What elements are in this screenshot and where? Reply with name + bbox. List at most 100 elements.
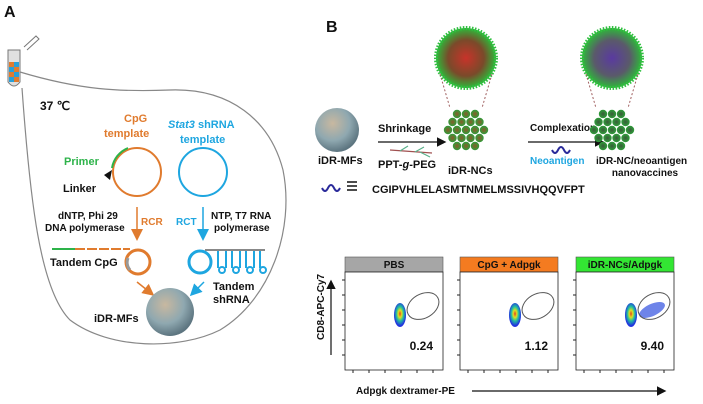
nanoparticle bbox=[589, 125, 599, 135]
idr-nc-zoom-sphere bbox=[436, 28, 496, 88]
rct-reagents-1: NTP, T7 RNA bbox=[211, 211, 271, 222]
nanoparticle bbox=[607, 109, 617, 119]
nanoparticle bbox=[475, 117, 484, 127]
rcr-reagents-2: DNA polymerase bbox=[45, 223, 125, 234]
cd8-population bbox=[509, 303, 521, 327]
cpg-template-label-2: template bbox=[104, 128, 149, 140]
nanoparticle bbox=[470, 109, 480, 119]
flow-plot-area bbox=[575, 271, 675, 371]
neoantigen-sequence: CGIPVHLELASMTNMELMSSIVHQQVFPT bbox=[372, 184, 585, 196]
stat3-template-label-1: Stat3 shRNA bbox=[168, 119, 235, 131]
panel-b-label: B bbox=[326, 19, 338, 36]
flow-panel-title: iDR-NCs/Adpgk bbox=[588, 260, 663, 271]
dextramer-positive-population bbox=[639, 301, 665, 319]
nanoparticle bbox=[479, 125, 489, 135]
ppt-g-peg-label: PPT-g-PEG bbox=[378, 159, 436, 171]
rct-reagents-2: polymerase bbox=[214, 223, 270, 234]
x-axis-label: Adpgk dextramer-PE bbox=[356, 386, 455, 397]
nanoparticle bbox=[448, 133, 457, 143]
nanoparticle bbox=[594, 133, 603, 143]
nanoparticle bbox=[598, 125, 608, 135]
nanoparticle bbox=[616, 125, 626, 135]
nanoparticle bbox=[603, 133, 612, 143]
neoantigen-legend-icon bbox=[321, 184, 341, 192]
rcr-reagents-1: dNTP, Phi 29 bbox=[58, 211, 118, 222]
zoom-lines-2 bbox=[585, 73, 639, 109]
shrinkage-label: Shrinkage bbox=[378, 123, 431, 135]
gate bbox=[637, 292, 671, 320]
gate bbox=[406, 292, 440, 320]
tube-icon bbox=[7, 35, 40, 87]
nanoparticle bbox=[466, 133, 475, 143]
nanoparticle bbox=[607, 141, 617, 151]
nanoparticle bbox=[612, 133, 621, 143]
nanoparticle bbox=[470, 125, 480, 135]
nanoparticle bbox=[457, 117, 466, 127]
cpg-template-label-1: CpG bbox=[124, 113, 147, 125]
peg-corona-2 bbox=[580, 26, 644, 90]
neoantigen-label: Neoantigen bbox=[530, 156, 584, 167]
flow-panel: iDR-NCs/Adpgk 9.40 bbox=[573, 256, 675, 373]
tandem-shrna-label-2: shRNA bbox=[213, 294, 250, 306]
nanoparticle bbox=[452, 109, 462, 119]
stat3-template-label-2: template bbox=[180, 134, 225, 146]
nanoparticle bbox=[594, 117, 603, 127]
idr-mf-sphere bbox=[146, 288, 194, 336]
tandem-shrna-strand bbox=[187, 249, 267, 275]
cpg-to-mf-arrow bbox=[136, 281, 155, 296]
nanoparticle bbox=[461, 109, 471, 119]
droplet-outline bbox=[19, 71, 287, 345]
nanoparticle bbox=[616, 109, 626, 119]
gate-percentage: 0.24 bbox=[410, 339, 434, 353]
flow-panel: PBS 0.24 bbox=[342, 256, 444, 373]
nanoparticle bbox=[470, 141, 480, 151]
nanoparticle bbox=[461, 141, 471, 151]
nanoparticle bbox=[621, 133, 630, 143]
y-axis-label: CD8-APC-Cy7 bbox=[316, 273, 327, 340]
nanovaccine-label-1: iDR-NC/neoantigen bbox=[596, 156, 687, 167]
flow-panel-title: PBS bbox=[384, 260, 405, 271]
idr-mfs-label: iDR-MFs bbox=[94, 313, 139, 325]
zoom-lines-1 bbox=[439, 73, 493, 109]
nanoparticle bbox=[461, 125, 471, 135]
gate-percentage: 9.40 bbox=[641, 339, 665, 353]
idr-mf-sphere-b bbox=[315, 108, 359, 152]
temperature-label: 37 ℃ bbox=[40, 99, 70, 113]
nanoparticle bbox=[466, 117, 475, 127]
complexation-label: Complexation bbox=[530, 123, 596, 134]
cd8-population bbox=[625, 303, 637, 327]
idr-ncs-label: iDR-NCs bbox=[448, 165, 493, 177]
primer-strand bbox=[111, 147, 129, 169]
linker-arrow-icon bbox=[104, 170, 112, 180]
stat3-shrna: shRNA bbox=[195, 119, 235, 131]
rcr-label: RCR bbox=[141, 217, 163, 228]
idr-mfs-label-b: iDR-MFs bbox=[318, 155, 363, 167]
tandem-cpg-strand bbox=[52, 248, 152, 276]
cd8-population bbox=[394, 303, 406, 327]
ppt: PPT- bbox=[378, 159, 403, 171]
nanoparticle bbox=[448, 117, 457, 127]
nanoparticle bbox=[457, 133, 466, 143]
flow-panel-title: CpG + Adpgk bbox=[477, 260, 541, 271]
nanoparticle bbox=[616, 141, 626, 151]
shrna-template-circle bbox=[178, 147, 228, 197]
nanoparticle bbox=[607, 125, 617, 135]
nanoparticle bbox=[603, 117, 612, 127]
flow-panel: CpG + Adpgk 1.12 bbox=[457, 256, 559, 373]
ppt-g-peg-icon bbox=[389, 145, 433, 158]
nanoparticle bbox=[452, 125, 462, 135]
shrna-to-mf-arrow bbox=[189, 281, 205, 297]
nanoparticle bbox=[475, 133, 484, 143]
nanoparticle bbox=[452, 141, 462, 151]
nanoparticle bbox=[621, 117, 630, 127]
identical-icon bbox=[347, 181, 357, 191]
peg-corona bbox=[434, 26, 498, 90]
tandem-cpg-label: Tandem CpG bbox=[50, 257, 118, 269]
tandem-shrna-label-1: Tandem bbox=[213, 281, 255, 293]
nanoparticle bbox=[598, 109, 608, 119]
flow-plot-area bbox=[459, 271, 559, 371]
flow-cytometry-plots: PBS 0.24 CpG + Adpgk 1.12 iDR-NCs/Adpgk 9.40 bbox=[342, 256, 675, 373]
primer-label: Primer bbox=[64, 156, 100, 168]
cpg-template-circle bbox=[112, 147, 162, 197]
